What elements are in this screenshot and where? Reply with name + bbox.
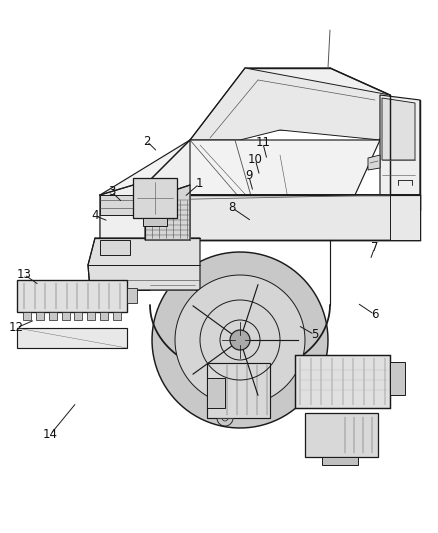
Polygon shape [207,363,270,418]
Text: 12: 12 [9,321,24,334]
Text: 1: 1 [195,177,203,190]
Bar [49,312,57,320]
Polygon shape [390,195,420,240]
Bar [74,312,82,320]
Text: 10: 10 [248,154,263,166]
Text: 11: 11 [255,136,270,149]
Polygon shape [175,275,305,405]
Text: 14: 14 [43,428,58,441]
Text: 4: 4 [92,209,99,222]
Bar [23,312,31,320]
Polygon shape [152,252,328,428]
Bar [113,312,121,320]
Bar [87,312,95,320]
Polygon shape [207,378,225,408]
Polygon shape [88,238,200,290]
Polygon shape [100,240,130,255]
Text: 3: 3 [108,185,115,198]
Polygon shape [143,218,167,226]
Polygon shape [305,413,378,457]
Bar [62,312,70,320]
Polygon shape [380,95,420,210]
Polygon shape [382,98,415,160]
Polygon shape [245,68,390,130]
Polygon shape [145,185,190,240]
Text: 13: 13 [17,268,32,281]
Polygon shape [133,178,177,218]
Text: 5: 5 [311,328,318,341]
Polygon shape [17,328,127,348]
Bar [36,312,44,320]
Polygon shape [295,355,390,408]
Text: 9: 9 [245,169,253,182]
Polygon shape [127,288,137,303]
Polygon shape [368,155,380,170]
Circle shape [230,330,250,350]
Text: 8: 8 [229,201,236,214]
Polygon shape [190,68,390,140]
Polygon shape [390,362,405,395]
Polygon shape [322,457,358,465]
Bar [100,312,108,320]
Polygon shape [100,195,145,215]
Text: 6: 6 [371,308,378,321]
Polygon shape [100,140,380,210]
Text: 7: 7 [371,241,378,254]
Text: 2: 2 [143,135,151,148]
Polygon shape [17,280,127,312]
Polygon shape [100,195,420,240]
Polygon shape [100,140,190,240]
